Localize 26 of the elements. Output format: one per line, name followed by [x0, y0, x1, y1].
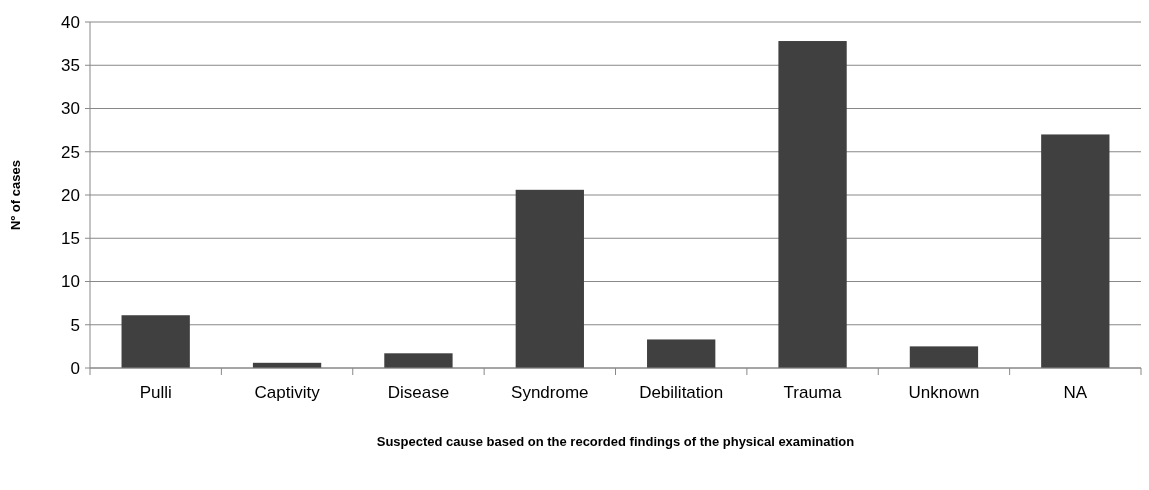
x-tick-label: Syndrome: [511, 383, 589, 402]
bar: [909, 346, 979, 368]
x-tick-label: Trauma: [783, 383, 843, 402]
y-tick-label: 0: [70, 358, 80, 378]
y-tick-label: 25: [61, 142, 80, 162]
x-tick-label: Pulli: [139, 383, 172, 402]
y-tick-label: 40: [61, 12, 80, 32]
bar: [384, 353, 453, 368]
y-axis-title: Nº of cases: [8, 160, 23, 230]
bar: [778, 41, 847, 368]
y-tick-label: 15: [61, 229, 80, 249]
y-tick-label: 35: [61, 56, 80, 76]
y-tick-label: 30: [61, 99, 80, 119]
y-tick-label: 10: [61, 272, 80, 292]
x-axis-title: Suspected cause based on the recorded findings of the physical examination: [376, 434, 855, 449]
x-tick-label: Disease: [387, 383, 450, 402]
y-tick-label: 20: [61, 185, 80, 205]
x-tick-label: Unknown: [908, 383, 980, 402]
x-tick-label: NA: [1063, 383, 1088, 402]
x-tick-label: Debilitation: [639, 383, 724, 402]
bar: [515, 189, 584, 368]
bar: [121, 315, 190, 368]
bar: [1041, 134, 1110, 368]
y-tick-label: 5: [70, 315, 80, 335]
x-tick-label: Captivity: [254, 383, 321, 402]
bar: [647, 339, 716, 368]
